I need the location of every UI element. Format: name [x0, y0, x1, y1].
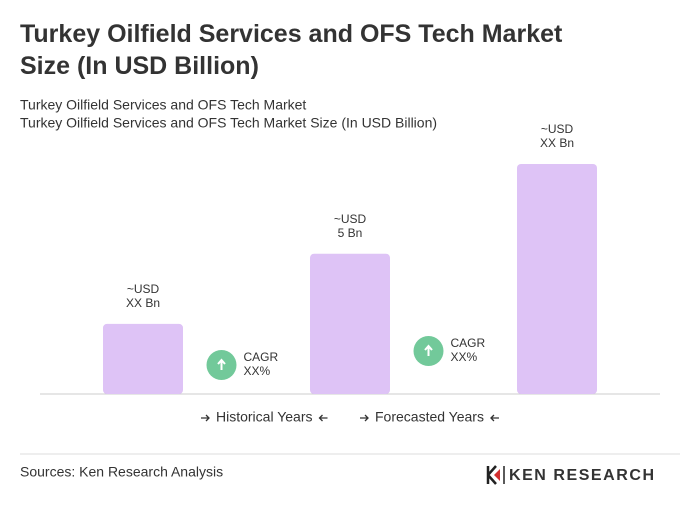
cagr-label: CAGR XX% — [451, 336, 486, 364]
subtitle: Turkey Oilfield Services and OFS Tech Ma… — [20, 115, 437, 131]
arrow-left — [360, 414, 369, 422]
arrow-left — [201, 414, 210, 422]
period-label: Forecasted Years — [375, 409, 484, 425]
cagr-arrow — [424, 344, 433, 356]
period-label: Historical Years — [216, 409, 313, 425]
bar — [103, 323, 183, 394]
value-label: ~USD 5 Bn — [334, 212, 367, 240]
chart-title: Turkey Oilfield Services and OFS Tech Ma… — [20, 20, 563, 80]
bar — [310, 253, 390, 394]
arrow-right — [318, 414, 328, 422]
logo-icon — [486, 465, 497, 485]
arrow-right — [490, 414, 499, 422]
source: Sources: Ken Research Analysis — [20, 464, 223, 480]
cagr-arrow — [217, 358, 226, 370]
logo: KEN RESEARCH — [486, 465, 654, 485]
value-label: ~USD XX Bn — [126, 282, 160, 310]
cagr-label: CAGR XX% — [244, 350, 279, 378]
logo-icon — [494, 469, 500, 481]
bar — [517, 164, 597, 394]
subtitle: Turkey Oilfield Services and OFS Tech Ma… — [20, 97, 306, 113]
value-label: ~USD XX Bn — [540, 122, 574, 150]
logo-text: KEN RESEARCH — [509, 467, 654, 484]
